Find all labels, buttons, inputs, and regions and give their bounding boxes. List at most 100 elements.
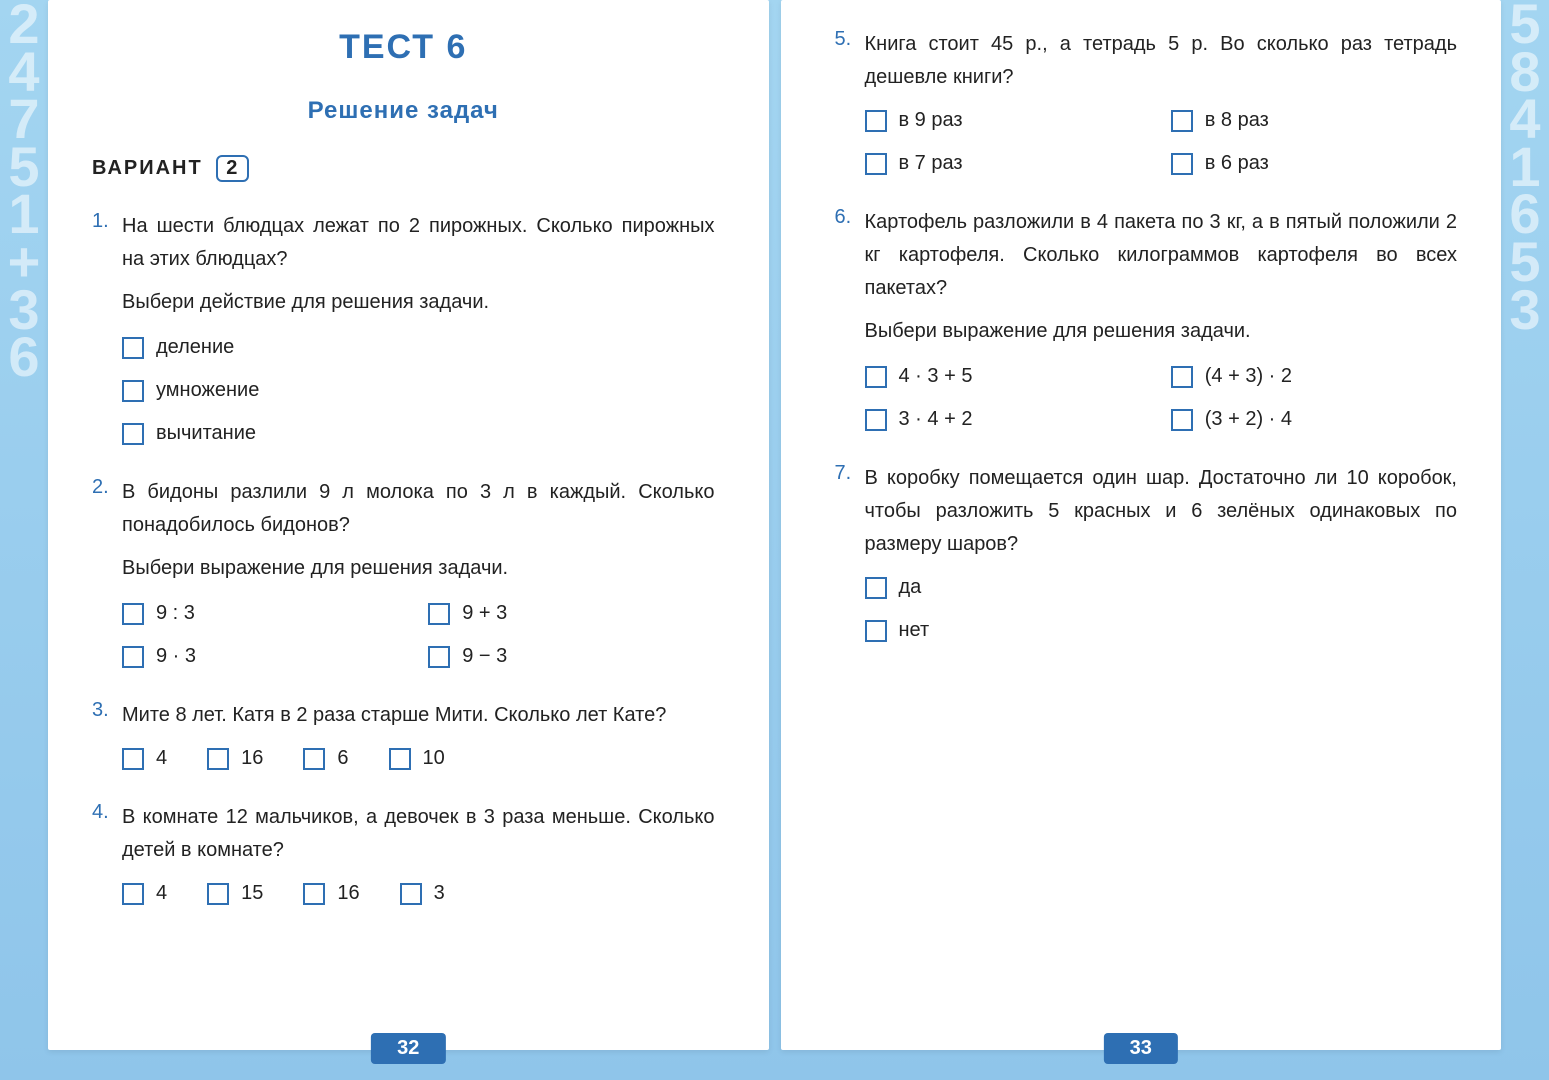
checkbox-icon[interactable] — [389, 748, 411, 770]
option-label: 15 — [241, 877, 263, 910]
checkbox-icon[interactable] — [865, 577, 887, 599]
checkbox-icon[interactable] — [122, 380, 144, 402]
answer-option[interactable]: умножение — [122, 374, 715, 407]
option-label: 9 − 3 — [462, 640, 507, 673]
answer-option[interactable]: 3 · 4 + 2 — [865, 403, 1151, 436]
variant-label: ВАРИАНТ — [92, 157, 203, 179]
option-label: (4 + 3) · 2 — [1205, 360, 1292, 393]
checkbox-icon[interactable] — [122, 603, 144, 625]
question: 1.На шести блюдцах лежат по 2 пирожных. … — [92, 210, 715, 450]
option-label: 3 — [434, 877, 445, 910]
question-number: 6. — [835, 206, 865, 436]
answer-option[interactable]: 9 − 3 — [428, 640, 714, 673]
options: 4 · 3 + 5 (4 + 3) · 2 3 · 4 + 2 (3 + 2) · 4 — [865, 360, 1458, 436]
checkbox-icon[interactable] — [1171, 153, 1193, 175]
question-body: В бидоны разлили 9 л молока по 3 л в каж… — [122, 476, 715, 673]
checkbox-icon[interactable] — [865, 366, 887, 388]
question-text: Книга стоит 45 р., а тетрадь 5 р. Во ско… — [865, 28, 1458, 94]
question: 7.В коробку помещается один шар. Достато… — [835, 462, 1458, 647]
answer-option[interactable]: (3 + 2) · 4 — [1171, 403, 1457, 436]
option-label: 6 — [337, 742, 348, 775]
checkbox-icon[interactable] — [865, 409, 887, 431]
question-text: В комнате 12 мальчиков, а девочек в 3 ра… — [122, 801, 715, 867]
checkbox-icon[interactable] — [122, 423, 144, 445]
checkbox-icon[interactable] — [428, 603, 450, 625]
checkbox-icon[interactable] — [1171, 366, 1193, 388]
option-label: 9 + 3 — [462, 597, 507, 630]
answer-option[interactable]: 4 — [122, 877, 167, 910]
question-number: 3. — [92, 699, 122, 775]
answer-option[interactable]: в 8 раз — [1171, 104, 1457, 137]
question-text: В бидоны разлили 9 л молока по 3 л в каж… — [122, 476, 715, 542]
checkbox-icon[interactable] — [122, 337, 144, 359]
option-label: 9 : 3 — [156, 597, 195, 630]
page-left: ТЕСТ 6 Решение задач ВАРИАНТ 2 1.На шест… — [48, 0, 769, 1050]
checkbox-icon[interactable] — [865, 153, 887, 175]
checkbox-icon[interactable] — [428, 646, 450, 668]
checkbox-icon[interactable] — [1171, 110, 1193, 132]
checkbox-icon[interactable] — [865, 110, 887, 132]
answer-option[interactable]: 9 + 3 — [428, 597, 714, 630]
answer-option[interactable]: деление — [122, 331, 715, 364]
answer-option[interactable]: (4 + 3) · 2 — [1171, 360, 1457, 393]
option-label: нет — [899, 614, 930, 647]
question: 4.В комнате 12 мальчиков, а девочек в 3 … — [92, 801, 715, 910]
answer-option[interactable]: 4 · 3 + 5 — [865, 360, 1151, 393]
option-label: 4 — [156, 877, 167, 910]
variant-row: ВАРИАНТ 2 — [92, 155, 715, 182]
variant-number-badge: 2 — [216, 155, 249, 182]
checkbox-icon[interactable] — [122, 883, 144, 905]
option-label: (3 + 2) · 4 — [1205, 403, 1292, 436]
answer-option[interactable]: 10 — [389, 742, 445, 775]
answer-option[interactable]: 16 — [303, 877, 359, 910]
answer-option[interactable]: вычитание — [122, 417, 715, 450]
question-text: На шести блюдцах лежат по 2 пирожных. Ск… — [122, 210, 715, 276]
option-label: в 8 раз — [1205, 104, 1269, 137]
question-hint: Выбери выражение для решения задачи. — [122, 552, 715, 585]
option-label: 9 · 3 — [156, 640, 196, 673]
options: деление умножение вычитание — [122, 331, 715, 450]
answer-option[interactable]: в 6 раз — [1171, 147, 1457, 180]
options: 4 16 6 10 — [122, 742, 715, 775]
left-edge-decoration: 2 4 7 5 1 + 3 6 — [0, 0, 48, 1080]
option-label: в 6 раз — [1205, 147, 1269, 180]
page-number-left: 32 — [371, 1033, 445, 1064]
answer-option[interactable]: да — [865, 571, 1458, 604]
answer-option[interactable]: 16 — [207, 742, 263, 775]
option-label: вычитание — [156, 417, 256, 450]
question-text: Мите 8 лет. Катя в 2 раза старше Мити. С… — [122, 699, 715, 732]
checkbox-icon[interactable] — [303, 748, 325, 770]
checkbox-icon[interactable] — [207, 883, 229, 905]
options: 4 15 16 3 — [122, 877, 715, 910]
answer-option[interactable]: 4 — [122, 742, 167, 775]
workbook-frame: 2 4 7 5 1 + 3 6 5 8 4 1 6 5 3 ТЕСТ 6 Реш… — [0, 0, 1549, 1080]
question-body: В комнате 12 мальчиков, а девочек в 3 ра… — [122, 801, 715, 910]
answer-option[interactable]: 9 : 3 — [122, 597, 408, 630]
checkbox-icon[interactable] — [865, 620, 887, 642]
page-spread: ТЕСТ 6 Решение задач ВАРИАНТ 2 1.На шест… — [48, 0, 1501, 1050]
answer-option[interactable]: 15 — [207, 877, 263, 910]
checkbox-icon[interactable] — [122, 748, 144, 770]
answer-option[interactable]: нет — [865, 614, 1458, 647]
option-label: да — [899, 571, 922, 604]
checkbox-icon[interactable] — [400, 883, 422, 905]
question-text: В коробку помещается один шар. Достаточн… — [865, 462, 1458, 561]
questions-right-container: 5.Книга стоит 45 р., а тетрадь 5 р. Во с… — [835, 28, 1458, 647]
option-label: 4 · 3 + 5 — [899, 360, 973, 393]
option-label: деление — [156, 331, 234, 364]
question-body: Мите 8 лет. Катя в 2 раза старше Мити. С… — [122, 699, 715, 775]
answer-option[interactable]: 9 · 3 — [122, 640, 408, 673]
checkbox-icon[interactable] — [207, 748, 229, 770]
checkbox-icon[interactable] — [303, 883, 325, 905]
question-number: 4. — [92, 801, 122, 910]
checkbox-icon[interactable] — [1171, 409, 1193, 431]
answer-option[interactable]: 6 — [303, 742, 348, 775]
question-text: Картофель разложили в 4 пакета по 3 кг, … — [865, 206, 1458, 305]
answer-option[interactable]: в 9 раз — [865, 104, 1151, 137]
option-label: 10 — [423, 742, 445, 775]
checkbox-icon[interactable] — [122, 646, 144, 668]
answer-option[interactable]: в 7 раз — [865, 147, 1151, 180]
page-number-right: 33 — [1104, 1033, 1178, 1064]
question: 6.Картофель разложили в 4 пакета по 3 кг… — [835, 206, 1458, 436]
answer-option[interactable]: 3 — [400, 877, 445, 910]
